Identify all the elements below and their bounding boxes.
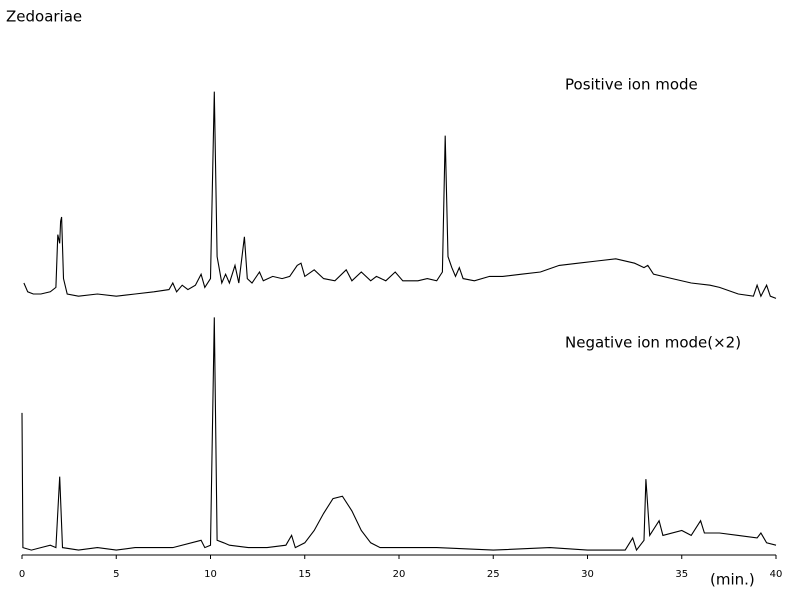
x-tick-label: 30 xyxy=(581,569,594,580)
x-tick-label: 35 xyxy=(675,569,688,580)
x-tick-label: 25 xyxy=(487,569,500,580)
x-tick-label: 40 xyxy=(770,569,783,580)
x-tick-label: 15 xyxy=(298,569,311,580)
x-tick-label: 5 xyxy=(113,569,119,580)
annotation: Negative ion mode(×2) xyxy=(565,334,741,352)
x-axis-label: (min.) xyxy=(710,571,755,589)
trace xyxy=(21,317,777,552)
trace xyxy=(23,91,777,299)
chart-title: Zedoariae xyxy=(6,8,82,26)
x-tick-label: 10 xyxy=(204,569,217,580)
x-tick-label: 20 xyxy=(393,569,406,580)
x-tick-label: 0 xyxy=(19,569,25,580)
annotation: Positive ion mode xyxy=(565,76,698,94)
